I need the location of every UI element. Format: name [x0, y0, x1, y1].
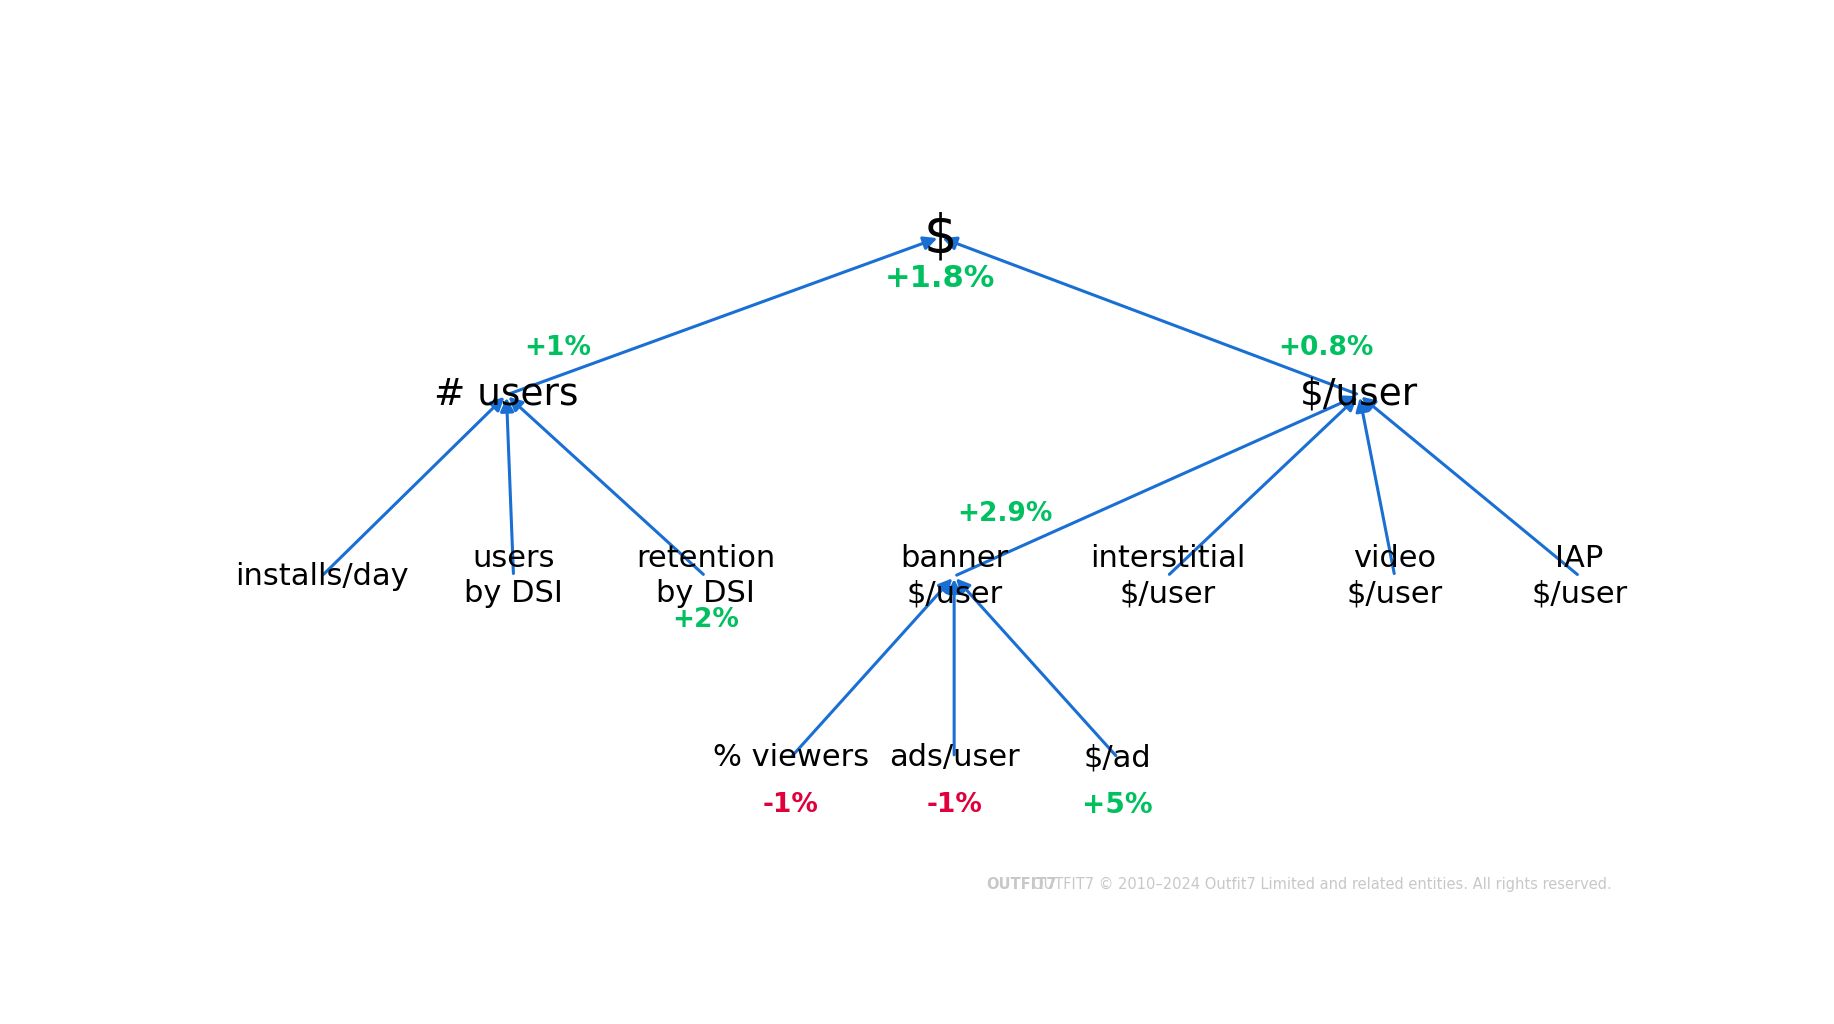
Text: interstitial
$/user: interstitial $/user	[1089, 545, 1245, 608]
Text: +5%: +5%	[1082, 791, 1154, 819]
Text: $: $	[923, 211, 957, 263]
Text: -1%: -1%	[763, 792, 818, 818]
Text: +2.9%: +2.9%	[957, 501, 1053, 527]
Text: OUTFIT7 © 2010–2024 Outfit7 Limited and related entities. All rights reserved.: OUTFIT7 © 2010–2024 Outfit7 Limited and …	[1033, 877, 1612, 892]
Text: banner
$/user: banner $/user	[900, 545, 1009, 608]
Text: video
$/user: video $/user	[1346, 545, 1443, 608]
Text: $/user: $/user	[1300, 377, 1418, 413]
Text: retention
by DSI: retention by DSI	[636, 545, 776, 608]
Text: +0.8%: +0.8%	[1278, 335, 1374, 360]
Text: OUTFIT7: OUTFIT7	[987, 877, 1056, 892]
Text: +2%: +2%	[671, 606, 739, 633]
Text: % viewers: % viewers	[713, 743, 869, 772]
Text: # users: # users	[435, 377, 580, 413]
Text: IAP
$/user: IAP $/user	[1531, 545, 1627, 608]
Text: -1%: -1%	[926, 792, 981, 818]
Text: +1%: +1%	[525, 335, 591, 360]
Text: users
by DSI: users by DSI	[464, 545, 563, 608]
Text: +1.8%: +1.8%	[884, 264, 996, 293]
Text: installs/day: installs/day	[235, 562, 409, 591]
Text: $/ad: $/ad	[1084, 743, 1152, 772]
Text: ads/user: ads/user	[889, 743, 1020, 772]
